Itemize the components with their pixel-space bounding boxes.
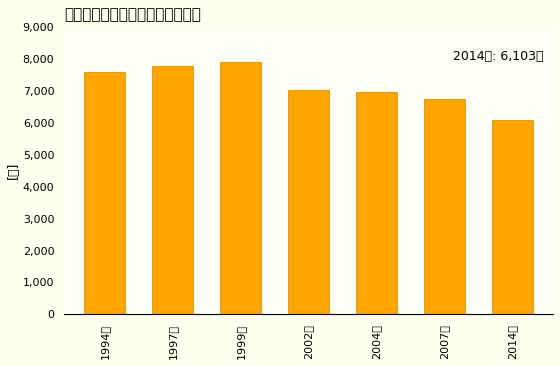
- Bar: [220, 62, 261, 314]
- Bar: [356, 92, 397, 314]
- Bar: [85, 72, 125, 314]
- Text: 機械器具小売業の従業者数の推移: 機械器具小売業の従業者数の推移: [64, 7, 201, 22]
- Bar: [152, 66, 193, 314]
- Bar: [424, 99, 465, 314]
- Bar: [288, 90, 329, 314]
- Y-axis label: [人]: [人]: [7, 162, 20, 179]
- Text: 2014年: 6,103人: 2014年: 6,103人: [453, 50, 543, 63]
- Bar: [492, 120, 533, 314]
